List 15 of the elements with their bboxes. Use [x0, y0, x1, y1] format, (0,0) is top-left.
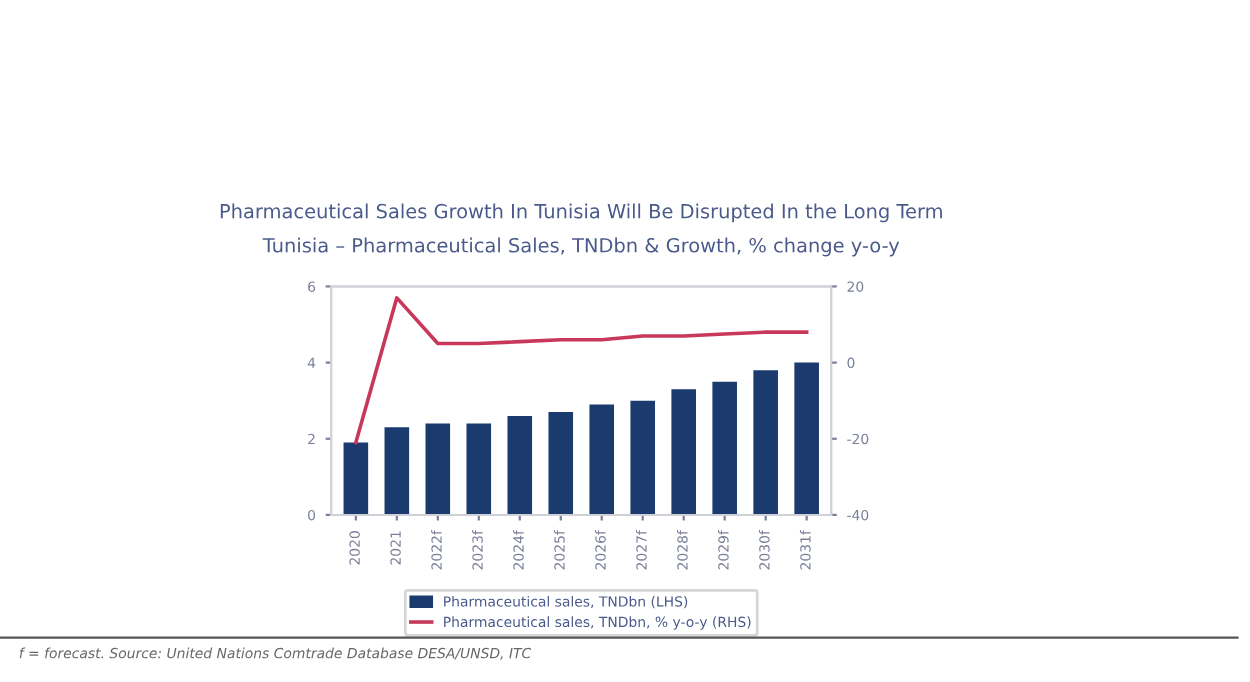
bar: [589, 404, 615, 515]
chart-subtitle: Tunisia – Pharmaceutical Sales, TNDbn & Growth, % change y-o-y: [262, 237, 900, 257]
line-series: [354, 296, 809, 445]
bar: [671, 389, 696, 515]
bar: [753, 370, 778, 515]
bar: [630, 400, 656, 515]
chart-title: Pharmaceutical Sales Growth In Tunisia Will Be Disrupted In the Long Term: [220, 203, 942, 223]
bar: [548, 412, 574, 515]
bar: [794, 362, 819, 515]
bar: [343, 442, 369, 515]
bar: [384, 427, 410, 515]
bar: [507, 415, 533, 515]
bar: [712, 381, 737, 515]
bar: [425, 423, 451, 515]
bar: [466, 423, 492, 515]
